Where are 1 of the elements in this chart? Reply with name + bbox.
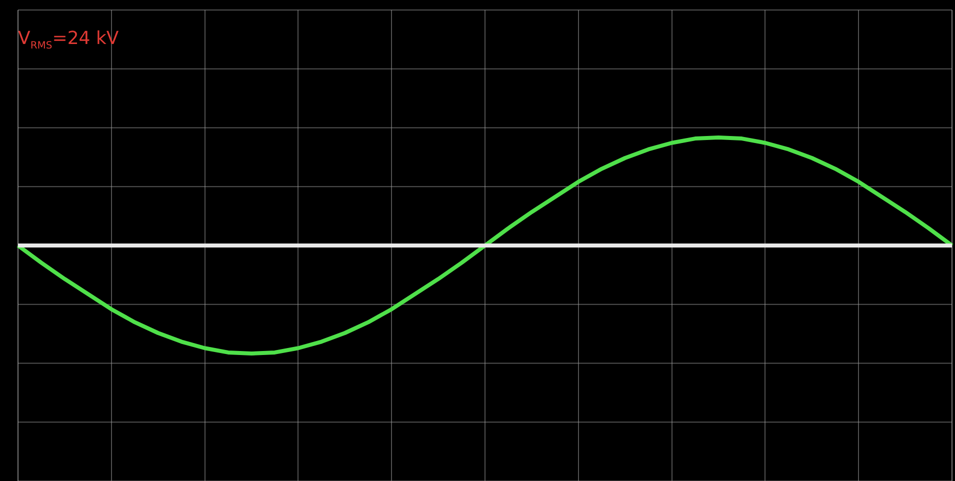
text: V$_{RMS}$=24 kV	[18, 28, 119, 52]
